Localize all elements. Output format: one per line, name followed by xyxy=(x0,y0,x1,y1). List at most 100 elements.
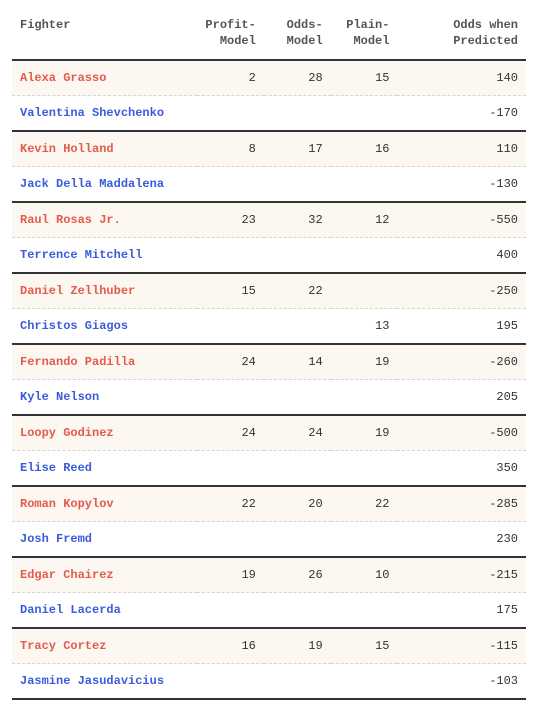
table-row: Kevin Holland81716110 xyxy=(12,131,526,167)
cell-odds: 14 xyxy=(264,344,331,380)
cell-profit: 2 xyxy=(197,60,264,96)
cell-odds xyxy=(264,664,331,700)
cell-plain xyxy=(331,522,398,558)
cell-plain xyxy=(331,451,398,487)
cell-odds: 32 xyxy=(264,202,331,238)
cell-plain: 22 xyxy=(331,486,398,522)
cell-owp: 400 xyxy=(397,238,526,274)
table-row: Loopy Godinez242419-500 xyxy=(12,415,526,451)
cell-fighter: Daniel Lacerda xyxy=(12,593,197,629)
cell-odds xyxy=(264,167,331,203)
table-row: Christos Giagos 13195 xyxy=(12,309,526,345)
header-row: Fighter Profit-Model Odds-Model Plain-Mo… xyxy=(12,12,526,60)
cell-fighter: Raul Rosas Jr. xyxy=(12,202,197,238)
cell-owp: -550 xyxy=(397,202,526,238)
cell-odds: 19 xyxy=(264,628,331,664)
col-odds-when-predicted: Odds whenPredicted xyxy=(397,12,526,60)
cell-fighter: Fernando Padilla xyxy=(12,344,197,380)
table-row: Fernando Padilla241419-260 xyxy=(12,344,526,380)
table-row: Valentina Shevchenko-170 xyxy=(12,96,526,132)
table-row: Roman Kopylov222022-285 xyxy=(12,486,526,522)
cell-fighter: Valentina Shevchenko xyxy=(12,96,197,132)
cell-fighter: Edgar Chairez xyxy=(12,557,197,593)
cell-profit xyxy=(197,380,264,416)
fighter-table: Fighter Profit-Model Odds-Model Plain-Mo… xyxy=(12,12,526,700)
cell-odds xyxy=(264,451,331,487)
table-row: Daniel Lacerda 175 xyxy=(12,593,526,629)
cell-odds xyxy=(264,380,331,416)
table-body: Alexa Grasso22815140Valentina Shevchenko… xyxy=(12,60,526,699)
cell-profit xyxy=(197,96,264,132)
cell-profit xyxy=(197,593,264,629)
cell-profit xyxy=(197,522,264,558)
cell-profit: 23 xyxy=(197,202,264,238)
cell-plain: 19 xyxy=(331,344,398,380)
cell-fighter: Roman Kopylov xyxy=(12,486,197,522)
cell-plain: 10 xyxy=(331,557,398,593)
cell-odds xyxy=(264,238,331,274)
cell-fighter: Loopy Godinez xyxy=(12,415,197,451)
cell-fighter: Jasmine Jasudavicius xyxy=(12,664,197,700)
table-row: Raul Rosas Jr.233212-550 xyxy=(12,202,526,238)
table-row: Daniel Zellhuber1522-250 xyxy=(12,273,526,309)
cell-owp: -500 xyxy=(397,415,526,451)
cell-odds: 24 xyxy=(264,415,331,451)
col-odds-model: Odds-Model xyxy=(264,12,331,60)
cell-fighter: Kyle Nelson xyxy=(12,380,197,416)
cell-profit xyxy=(197,238,264,274)
cell-plain: 15 xyxy=(331,60,398,96)
cell-owp: -285 xyxy=(397,486,526,522)
cell-fighter: Alexa Grasso xyxy=(12,60,197,96)
table-row: Jack Della Maddalena-130 xyxy=(12,167,526,203)
cell-fighter: Josh Fremd xyxy=(12,522,197,558)
cell-plain xyxy=(331,238,398,274)
cell-owp: -215 xyxy=(397,557,526,593)
cell-plain xyxy=(331,664,398,700)
cell-owp: 195 xyxy=(397,309,526,345)
cell-plain: 13 xyxy=(331,309,398,345)
cell-fighter: Terrence Mitchell xyxy=(12,238,197,274)
cell-profit: 24 xyxy=(197,415,264,451)
cell-owp: -115 xyxy=(397,628,526,664)
cell-profit: 8 xyxy=(197,131,264,167)
cell-plain: 15 xyxy=(331,628,398,664)
col-profit-model: Profit-Model xyxy=(197,12,264,60)
cell-fighter: Jack Della Maddalena xyxy=(12,167,197,203)
cell-odds: 17 xyxy=(264,131,331,167)
cell-odds xyxy=(264,96,331,132)
cell-plain: 16 xyxy=(331,131,398,167)
cell-odds xyxy=(264,593,331,629)
table-row: Josh Fremd 230 xyxy=(12,522,526,558)
cell-profit xyxy=(197,167,264,203)
cell-profit: 16 xyxy=(197,628,264,664)
cell-profit xyxy=(197,309,264,345)
cell-owp: -103 xyxy=(397,664,526,700)
cell-owp: -260 xyxy=(397,344,526,380)
table-row: Jasmine Jasudavicius -103 xyxy=(12,664,526,700)
cell-fighter: Elise Reed xyxy=(12,451,197,487)
cell-owp: 230 xyxy=(397,522,526,558)
cell-odds: 20 xyxy=(264,486,331,522)
cell-fighter: Christos Giagos xyxy=(12,309,197,345)
table-row: Kyle Nelson 205 xyxy=(12,380,526,416)
cell-profit: 19 xyxy=(197,557,264,593)
cell-odds: 26 xyxy=(264,557,331,593)
cell-profit: 15 xyxy=(197,273,264,309)
table-row: Terrence Mitchell 400 xyxy=(12,238,526,274)
col-plain-model: Plain-Model xyxy=(331,12,398,60)
cell-plain xyxy=(331,273,398,309)
cell-owp: 205 xyxy=(397,380,526,416)
cell-odds: 22 xyxy=(264,273,331,309)
cell-owp: 175 xyxy=(397,593,526,629)
cell-profit: 24 xyxy=(197,344,264,380)
cell-fighter: Kevin Holland xyxy=(12,131,197,167)
cell-plain: 12 xyxy=(331,202,398,238)
cell-odds xyxy=(264,309,331,345)
cell-plain: 19 xyxy=(331,415,398,451)
table-row: Elise Reed350 xyxy=(12,451,526,487)
cell-plain xyxy=(331,593,398,629)
cell-fighter: Tracy Cortez xyxy=(12,628,197,664)
cell-odds: 28 xyxy=(264,60,331,96)
cell-plain xyxy=(331,380,398,416)
cell-owp: 140 xyxy=(397,60,526,96)
